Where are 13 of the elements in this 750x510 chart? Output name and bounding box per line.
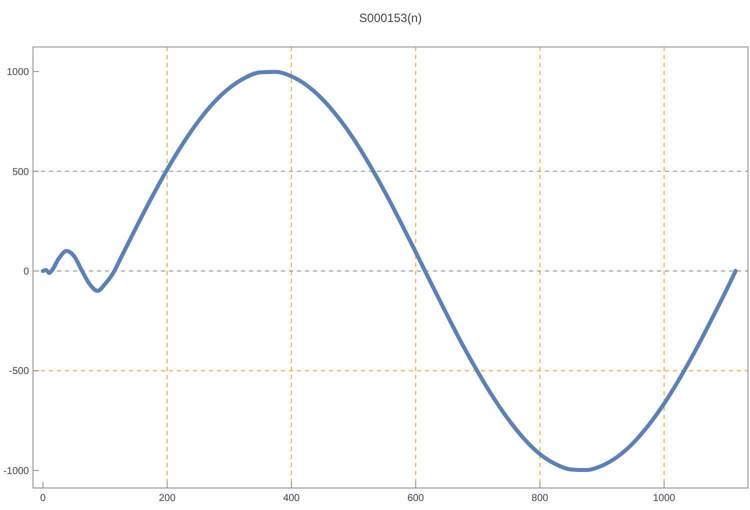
line-series xyxy=(40,70,738,472)
x-tick-label: 0 xyxy=(40,493,46,504)
y-tick-label: 0 xyxy=(23,266,30,278)
x-tick-label: 600 xyxy=(407,493,424,504)
chart-title: S000153(n) xyxy=(359,11,422,25)
y-tick-label: 500 xyxy=(12,166,30,178)
x-tick-label: 400 xyxy=(283,493,300,504)
y-tick-label: -500 xyxy=(8,366,30,378)
x-tick-label: 800 xyxy=(532,493,549,504)
x-tick-label: 1000 xyxy=(653,493,676,504)
y-tick-label: 1000 xyxy=(6,67,30,78)
x-tick-label: 200 xyxy=(158,493,176,504)
y-tick-label: -1000 xyxy=(3,466,30,477)
